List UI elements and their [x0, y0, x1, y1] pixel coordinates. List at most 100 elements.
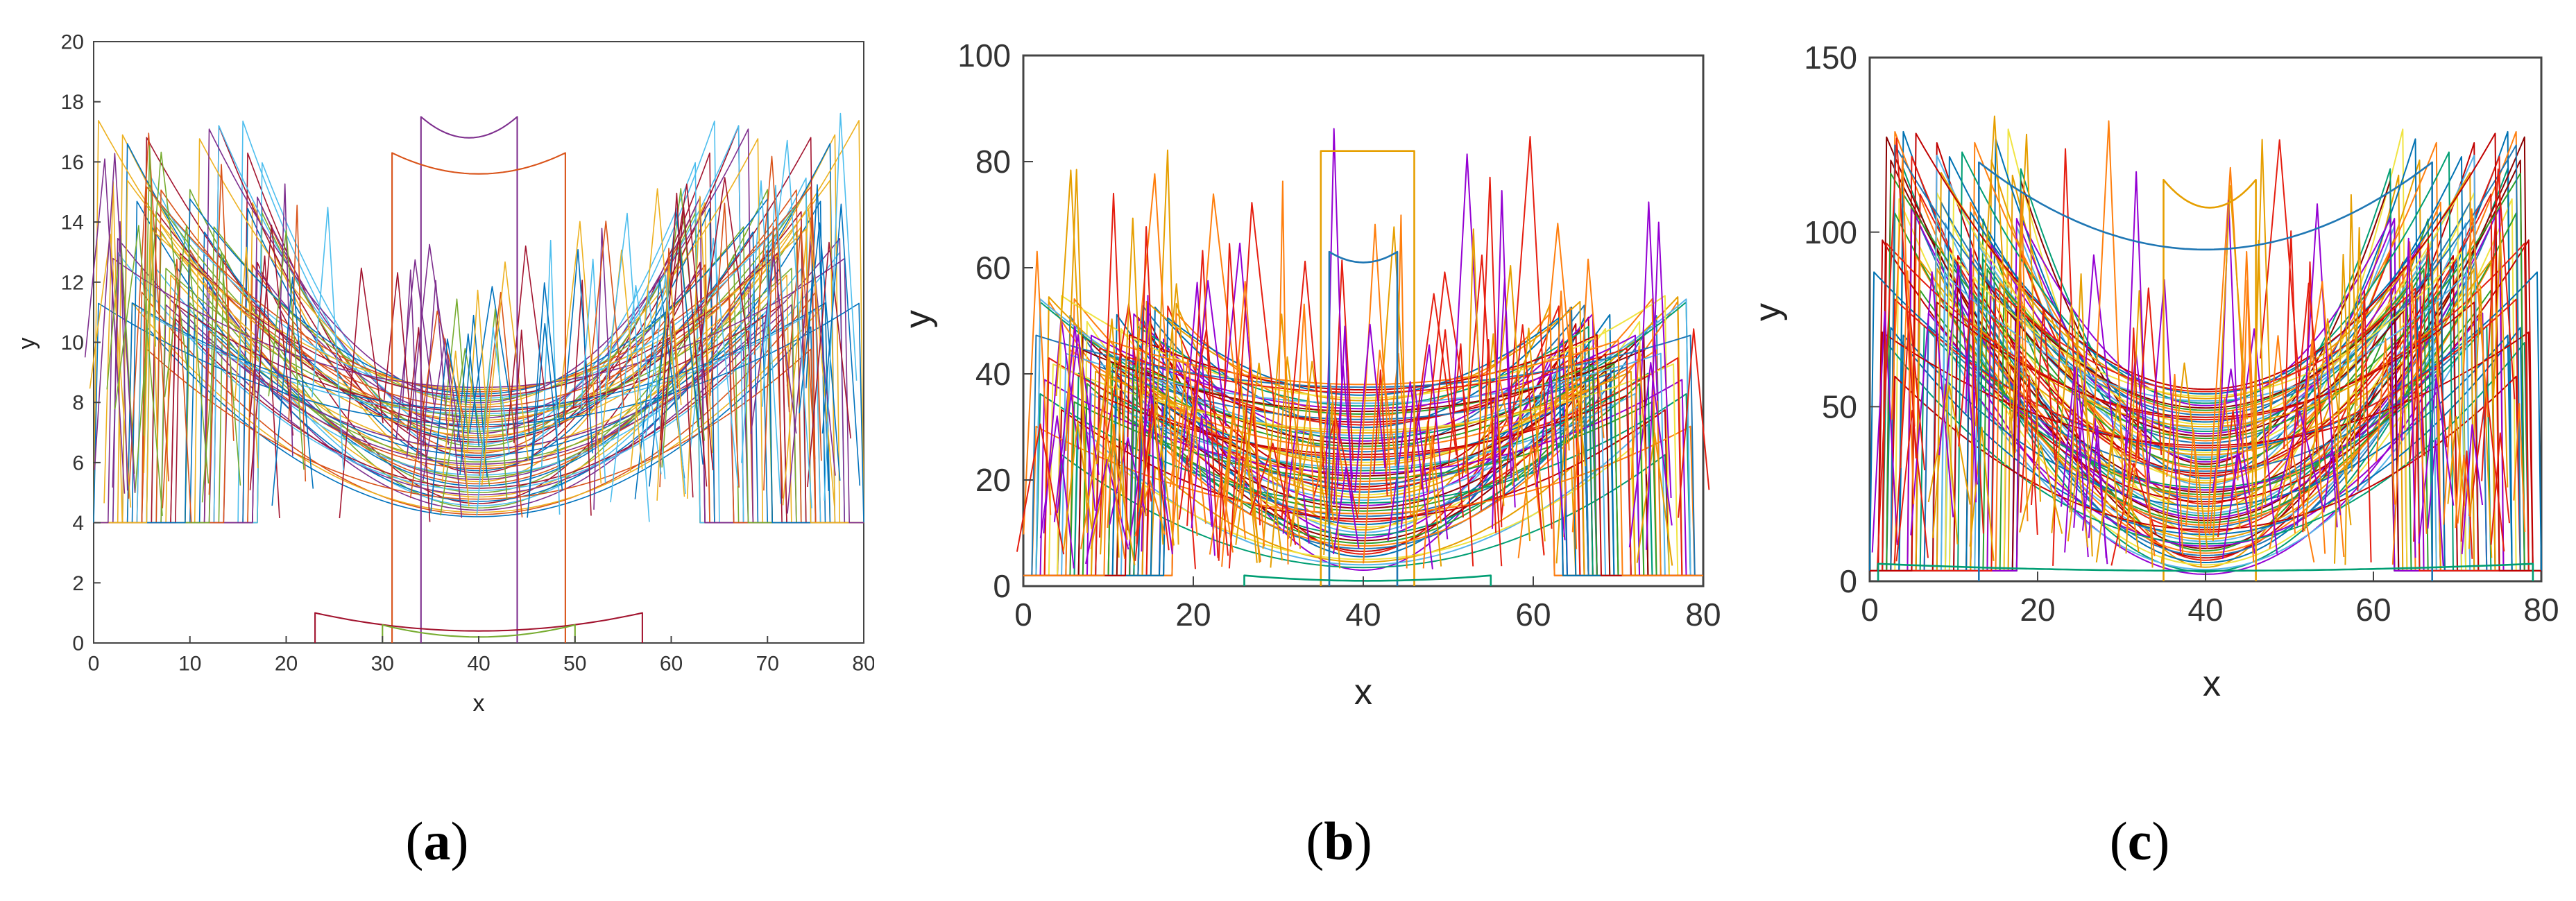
- series-line-b-165: [1630, 345, 1648, 479]
- series-line-b-152: [1134, 403, 1170, 561]
- series-line-c-168: [2401, 237, 2416, 558]
- series-line-b-136: [1099, 192, 1128, 538]
- x-tick-label-c-2: 40: [2187, 592, 2223, 628]
- chart-c-svg: 0 20 40 60 80 0 50 100 150 x y: [1748, 40, 2559, 704]
- series-line-a-81: [634, 280, 685, 499]
- y-tick-label-a-3: 6: [72, 452, 84, 474]
- series-line-a-113: [610, 284, 662, 503]
- series-line-a-127: [476, 327, 510, 516]
- series-line-c-64: [1870, 196, 2541, 572]
- series-line-c-111: [2185, 429, 2202, 568]
- y-tick-label-a-2: 4: [72, 512, 84, 535]
- y-tick-label-a-5: 10: [61, 332, 84, 354]
- caption-letter-c: c: [2127, 811, 2152, 871]
- x-tick-label-c-0: 0: [1861, 592, 1879, 628]
- series-line-a-114: [763, 225, 783, 499]
- series-line-a-84: [782, 208, 835, 507]
- series-line-c-136: [1938, 264, 1978, 485]
- series-line-b-97: [1293, 303, 1315, 513]
- caption-close-a: ): [450, 811, 469, 871]
- series-line-a-54: [94, 192, 864, 524]
- series-line-a-93: [162, 258, 192, 523]
- y-tick-label-a-10: 20: [61, 31, 84, 54]
- series-line-b-90: [1085, 458, 1129, 565]
- series-line-c-40: [1870, 192, 2541, 572]
- x-tick-label-c-3: 60: [2355, 592, 2391, 628]
- series-line-c-57: [1870, 141, 2541, 572]
- series-line-b-21: [1023, 425, 1703, 576]
- series-line-a-69: [698, 177, 751, 362]
- series-line-c-138: [2135, 287, 2163, 460]
- series-line-a-123: [528, 282, 561, 497]
- caption-open-a: (: [405, 811, 424, 871]
- series-line-a-57: [94, 186, 864, 524]
- series-line-a-47: [94, 309, 864, 524]
- x-axis-label-c: x: [2203, 664, 2221, 704]
- series-line-c-97: [1974, 115, 2015, 458]
- series-line-b-29: [1023, 314, 1703, 576]
- x-tick-label-a-7: 70: [756, 653, 779, 676]
- series-line-b-83: [1414, 420, 1442, 567]
- series-line-b-182: [1243, 574, 1492, 586]
- y-tick-label-a-7: 14: [61, 212, 84, 234]
- y-tick-label-b-4: 80: [975, 144, 1011, 180]
- series-line-b-73: [1170, 404, 1198, 548]
- series-line-a-77: [686, 196, 713, 499]
- series-line-c-79: [1870, 132, 2541, 572]
- series-line-c-155: [2208, 397, 2241, 535]
- series-line-b-86: [1128, 388, 1173, 555]
- caption-a: (a): [333, 810, 541, 873]
- series-line-b-159: [1287, 429, 1335, 551]
- series-line-b-133: [1134, 173, 1175, 488]
- series-line-c-152: [2323, 447, 2342, 515]
- series-line-a-76: [249, 224, 294, 490]
- series-line-a-138: [94, 153, 136, 493]
- x-tick-label-a-1: 10: [178, 653, 201, 676]
- series-line-a-48: [94, 303, 864, 524]
- series-line-c-92: [1910, 271, 1954, 535]
- series-line-b-69: [1023, 339, 1703, 576]
- series-line-b-127: [1159, 283, 1193, 471]
- series-line-c-102: [2408, 243, 2448, 467]
- series-line-c-86: [2052, 148, 2079, 566]
- series-line-a-2: [94, 302, 864, 524]
- series-line-a-53: [94, 226, 864, 524]
- caption-open-b: (: [1306, 811, 1324, 871]
- ticks-group-c: 0 20 40 60 80 0 50 100 150: [1804, 40, 2559, 628]
- series-line-c-42: [1870, 194, 2541, 572]
- caption-letter-a: a: [423, 811, 451, 871]
- series-line-a-102: [527, 323, 563, 518]
- series-line-c-123: [2269, 448, 2315, 563]
- ticks-group-a: 0 10 20 30 40 50 60 70 80 0 2 4 6 8 10 12 14 16 18 20: [61, 31, 874, 676]
- series-line-a-103: [423, 338, 468, 488]
- series-line-c-74: [1870, 273, 2541, 572]
- series-line-a-104: [249, 255, 280, 519]
- series-line-c-125: [2051, 304, 2092, 533]
- series-line-c-45: [1870, 201, 2541, 572]
- series-line-c-131: [2166, 373, 2184, 555]
- ticks-group-b: 0 20 40 60 80 0 20 40 60 80 100: [957, 37, 1721, 633]
- chart-a-svg: 0 10 20 30 40 50 60 70 80 0 2 4 6 8 10 12 14 16 18 20 x y: [14, 31, 874, 717]
- series-line-a-28: [94, 314, 864, 524]
- series-line-a-50: [94, 298, 864, 524]
- panel-c: 0 20 40 60 80 0 50 100 150 x y (c): [1728, 0, 2576, 901]
- series-line-b-149: [1552, 290, 1570, 456]
- series-line-c-135: [2237, 250, 2256, 481]
- series-line-a-56: [94, 198, 864, 524]
- series-line-c-122: [2490, 432, 2510, 545]
- series-line-c-160: [2276, 411, 2323, 506]
- x-axis-label-a: x: [473, 690, 485, 716]
- series-line-a-22: [94, 330, 864, 524]
- series-line-a-117: [750, 255, 797, 434]
- series-line-c-77: [1870, 211, 2541, 572]
- series-line-b-67: [1023, 334, 1703, 576]
- series-line-b-181: [1328, 250, 1399, 586]
- series-line-b-139: [1065, 169, 1089, 533]
- series-line-b-78: [1179, 282, 1216, 556]
- series-line-a-95: [821, 203, 861, 486]
- series-line-a-37: [94, 226, 864, 524]
- series-line-c-153: [2212, 185, 2248, 542]
- series-line-a-150: [420, 116, 518, 643]
- series-line-a-68: [395, 259, 435, 440]
- series-line-a-30: [94, 274, 864, 524]
